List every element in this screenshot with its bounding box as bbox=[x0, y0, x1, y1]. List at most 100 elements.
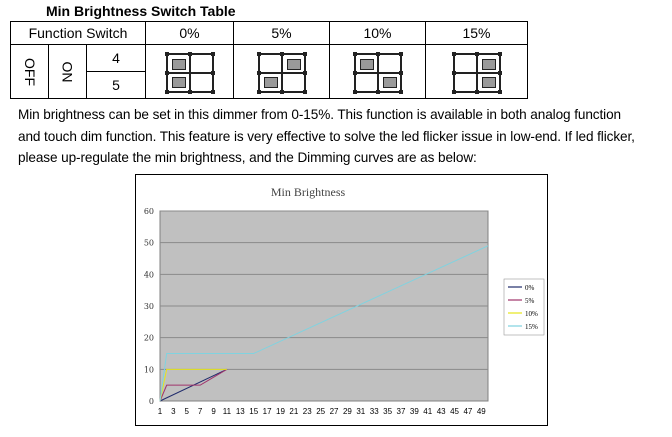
y-tick-label: 60 bbox=[144, 207, 154, 216]
x-tick-label: 7 bbox=[198, 407, 203, 416]
x-tick-label: 31 bbox=[356, 407, 365, 416]
on-label: ON bbox=[59, 61, 76, 82]
dip-switch-5-knob bbox=[263, 76, 278, 88]
x-tick-label: 11 bbox=[223, 407, 232, 416]
dip-corner-dot bbox=[398, 89, 403, 94]
x-tick-label: 41 bbox=[423, 407, 432, 416]
y-tick-label: 30 bbox=[144, 302, 154, 311]
x-tick-label: 17 bbox=[263, 407, 272, 416]
x-tick-label: 45 bbox=[450, 407, 459, 416]
x-tick-label: 27 bbox=[330, 407, 339, 416]
description: Min brightness can be set in this dimmer… bbox=[18, 104, 668, 169]
x-tick-label: 37 bbox=[397, 407, 406, 416]
column-header-3: 15% bbox=[425, 21, 528, 45]
dip-corner-dot bbox=[164, 70, 169, 75]
description-line-2: and touch dim function. This feature is … bbox=[18, 128, 635, 144]
dip-corner-dot bbox=[497, 89, 502, 94]
x-tick-label: 9 bbox=[211, 407, 216, 416]
x-tick-label: 43 bbox=[437, 407, 446, 416]
dimming-curve-chart: 0 10 20 30 40 50 60 1 3 5 7 9 11 13 15 17 19 21 23 25 27 29 31… bbox=[135, 174, 548, 426]
table-title: Min Brightness Switch Table bbox=[46, 3, 236, 19]
dip-corner-dot bbox=[398, 51, 403, 56]
dip-corner-dot bbox=[497, 51, 502, 56]
y-tick-label: 10 bbox=[144, 365, 154, 374]
y-tick-label: 0 bbox=[149, 397, 154, 406]
dip-corner-dot bbox=[256, 89, 261, 94]
on-cell: ON bbox=[48, 44, 87, 99]
x-tick-label: 19 bbox=[276, 407, 285, 416]
dip-corner-dot bbox=[210, 51, 215, 56]
dip-corner-dot bbox=[474, 51, 479, 56]
dip-corner-dot bbox=[375, 51, 380, 56]
dip-corner-dot bbox=[352, 51, 357, 56]
x-tick-label: 5 bbox=[185, 407, 190, 416]
dip-corner-dot bbox=[497, 70, 502, 75]
y-tick-label: 50 bbox=[144, 239, 154, 248]
series-line-5pct bbox=[159, 368, 228, 402]
dip-corner-dot bbox=[375, 89, 380, 94]
dip-corner-dot bbox=[352, 89, 357, 94]
x-tick-label: 13 bbox=[236, 407, 245, 416]
switch-table: Function Switch 0% 5% 10% 15% OFF ON 4 5 bbox=[10, 21, 528, 99]
column-header-1: 5% bbox=[233, 21, 330, 45]
column-header-2: 10% bbox=[329, 21, 426, 45]
dip-corner-dot bbox=[302, 51, 307, 56]
x-tick-label: 29 bbox=[343, 407, 352, 416]
off-cell: OFF bbox=[10, 44, 49, 99]
dip-divider-horizontal bbox=[353, 71, 402, 74]
x-tick-label: 25 bbox=[316, 407, 325, 416]
dip-corner-dot bbox=[279, 51, 284, 56]
off-label: OFF bbox=[21, 57, 38, 86]
dip-corner-dot bbox=[164, 51, 169, 56]
x-tick-label: 3 bbox=[171, 407, 176, 416]
series-line-10pct bbox=[159, 368, 227, 402]
dip-divider-horizontal bbox=[257, 71, 306, 74]
dip-switch-5-knob bbox=[382, 76, 397, 88]
dip-corner-dot bbox=[187, 51, 192, 56]
y-tick-label: 20 bbox=[144, 334, 154, 343]
dip-corner-dot bbox=[352, 70, 357, 75]
switch-row-5: 5 bbox=[86, 71, 146, 99]
dip-corner-dot bbox=[474, 89, 479, 94]
dip-corner-dot bbox=[187, 89, 192, 94]
dip-switch-4-knob bbox=[359, 58, 374, 70]
legend-label: 10% bbox=[525, 310, 538, 318]
legend-label: 5% bbox=[525, 297, 535, 305]
dip-corner-dot bbox=[451, 89, 456, 94]
dip-switch-5-knob bbox=[171, 76, 186, 88]
y-tick-label: 40 bbox=[144, 270, 154, 279]
dip-switch-4-knob bbox=[286, 58, 301, 70]
dip-divider-horizontal bbox=[165, 71, 214, 74]
dip-corner-dot bbox=[210, 89, 215, 94]
chart-title: Min Brightness bbox=[271, 185, 346, 199]
description-line-3: please up-regulate the min brightness, a… bbox=[18, 150, 477, 165]
dip-switch-5-knob bbox=[481, 76, 496, 88]
dip-corner-dot bbox=[302, 70, 307, 75]
x-tick-label: 1 bbox=[158, 407, 163, 416]
legend-label: 0% bbox=[525, 284, 535, 292]
dip-switch-4-knob bbox=[481, 58, 496, 70]
x-tick-label: 49 bbox=[477, 407, 486, 416]
x-tick-label: 47 bbox=[463, 407, 472, 416]
dip-corner-dot bbox=[398, 70, 403, 75]
function-switch-header: Function Switch bbox=[10, 21, 146, 45]
x-tick-label: 23 bbox=[303, 407, 312, 416]
dip-corner-dot bbox=[210, 70, 215, 75]
x-tick-label: 21 bbox=[289, 407, 298, 416]
dip-switch-4-knob bbox=[171, 58, 186, 70]
dip-divider-horizontal bbox=[452, 71, 501, 74]
dip-corner-dot bbox=[256, 51, 261, 56]
dip-switch-graphic bbox=[256, 51, 307, 94]
x-tick-label: 33 bbox=[370, 407, 379, 416]
series-line-15pct bbox=[159, 245, 489, 402]
x-tick-label: 15 bbox=[249, 407, 258, 416]
dip-corner-dot bbox=[279, 89, 284, 94]
dip-corner-dot bbox=[302, 89, 307, 94]
dip-corner-dot bbox=[164, 89, 169, 94]
legend-label: 15% bbox=[525, 323, 538, 331]
dip-switch-15 bbox=[425, 44, 528, 99]
dip-corner-dot bbox=[451, 70, 456, 75]
dip-switch-0 bbox=[145, 44, 234, 99]
dip-corner-dot bbox=[451, 51, 456, 56]
dip-corner-dot bbox=[256, 70, 261, 75]
